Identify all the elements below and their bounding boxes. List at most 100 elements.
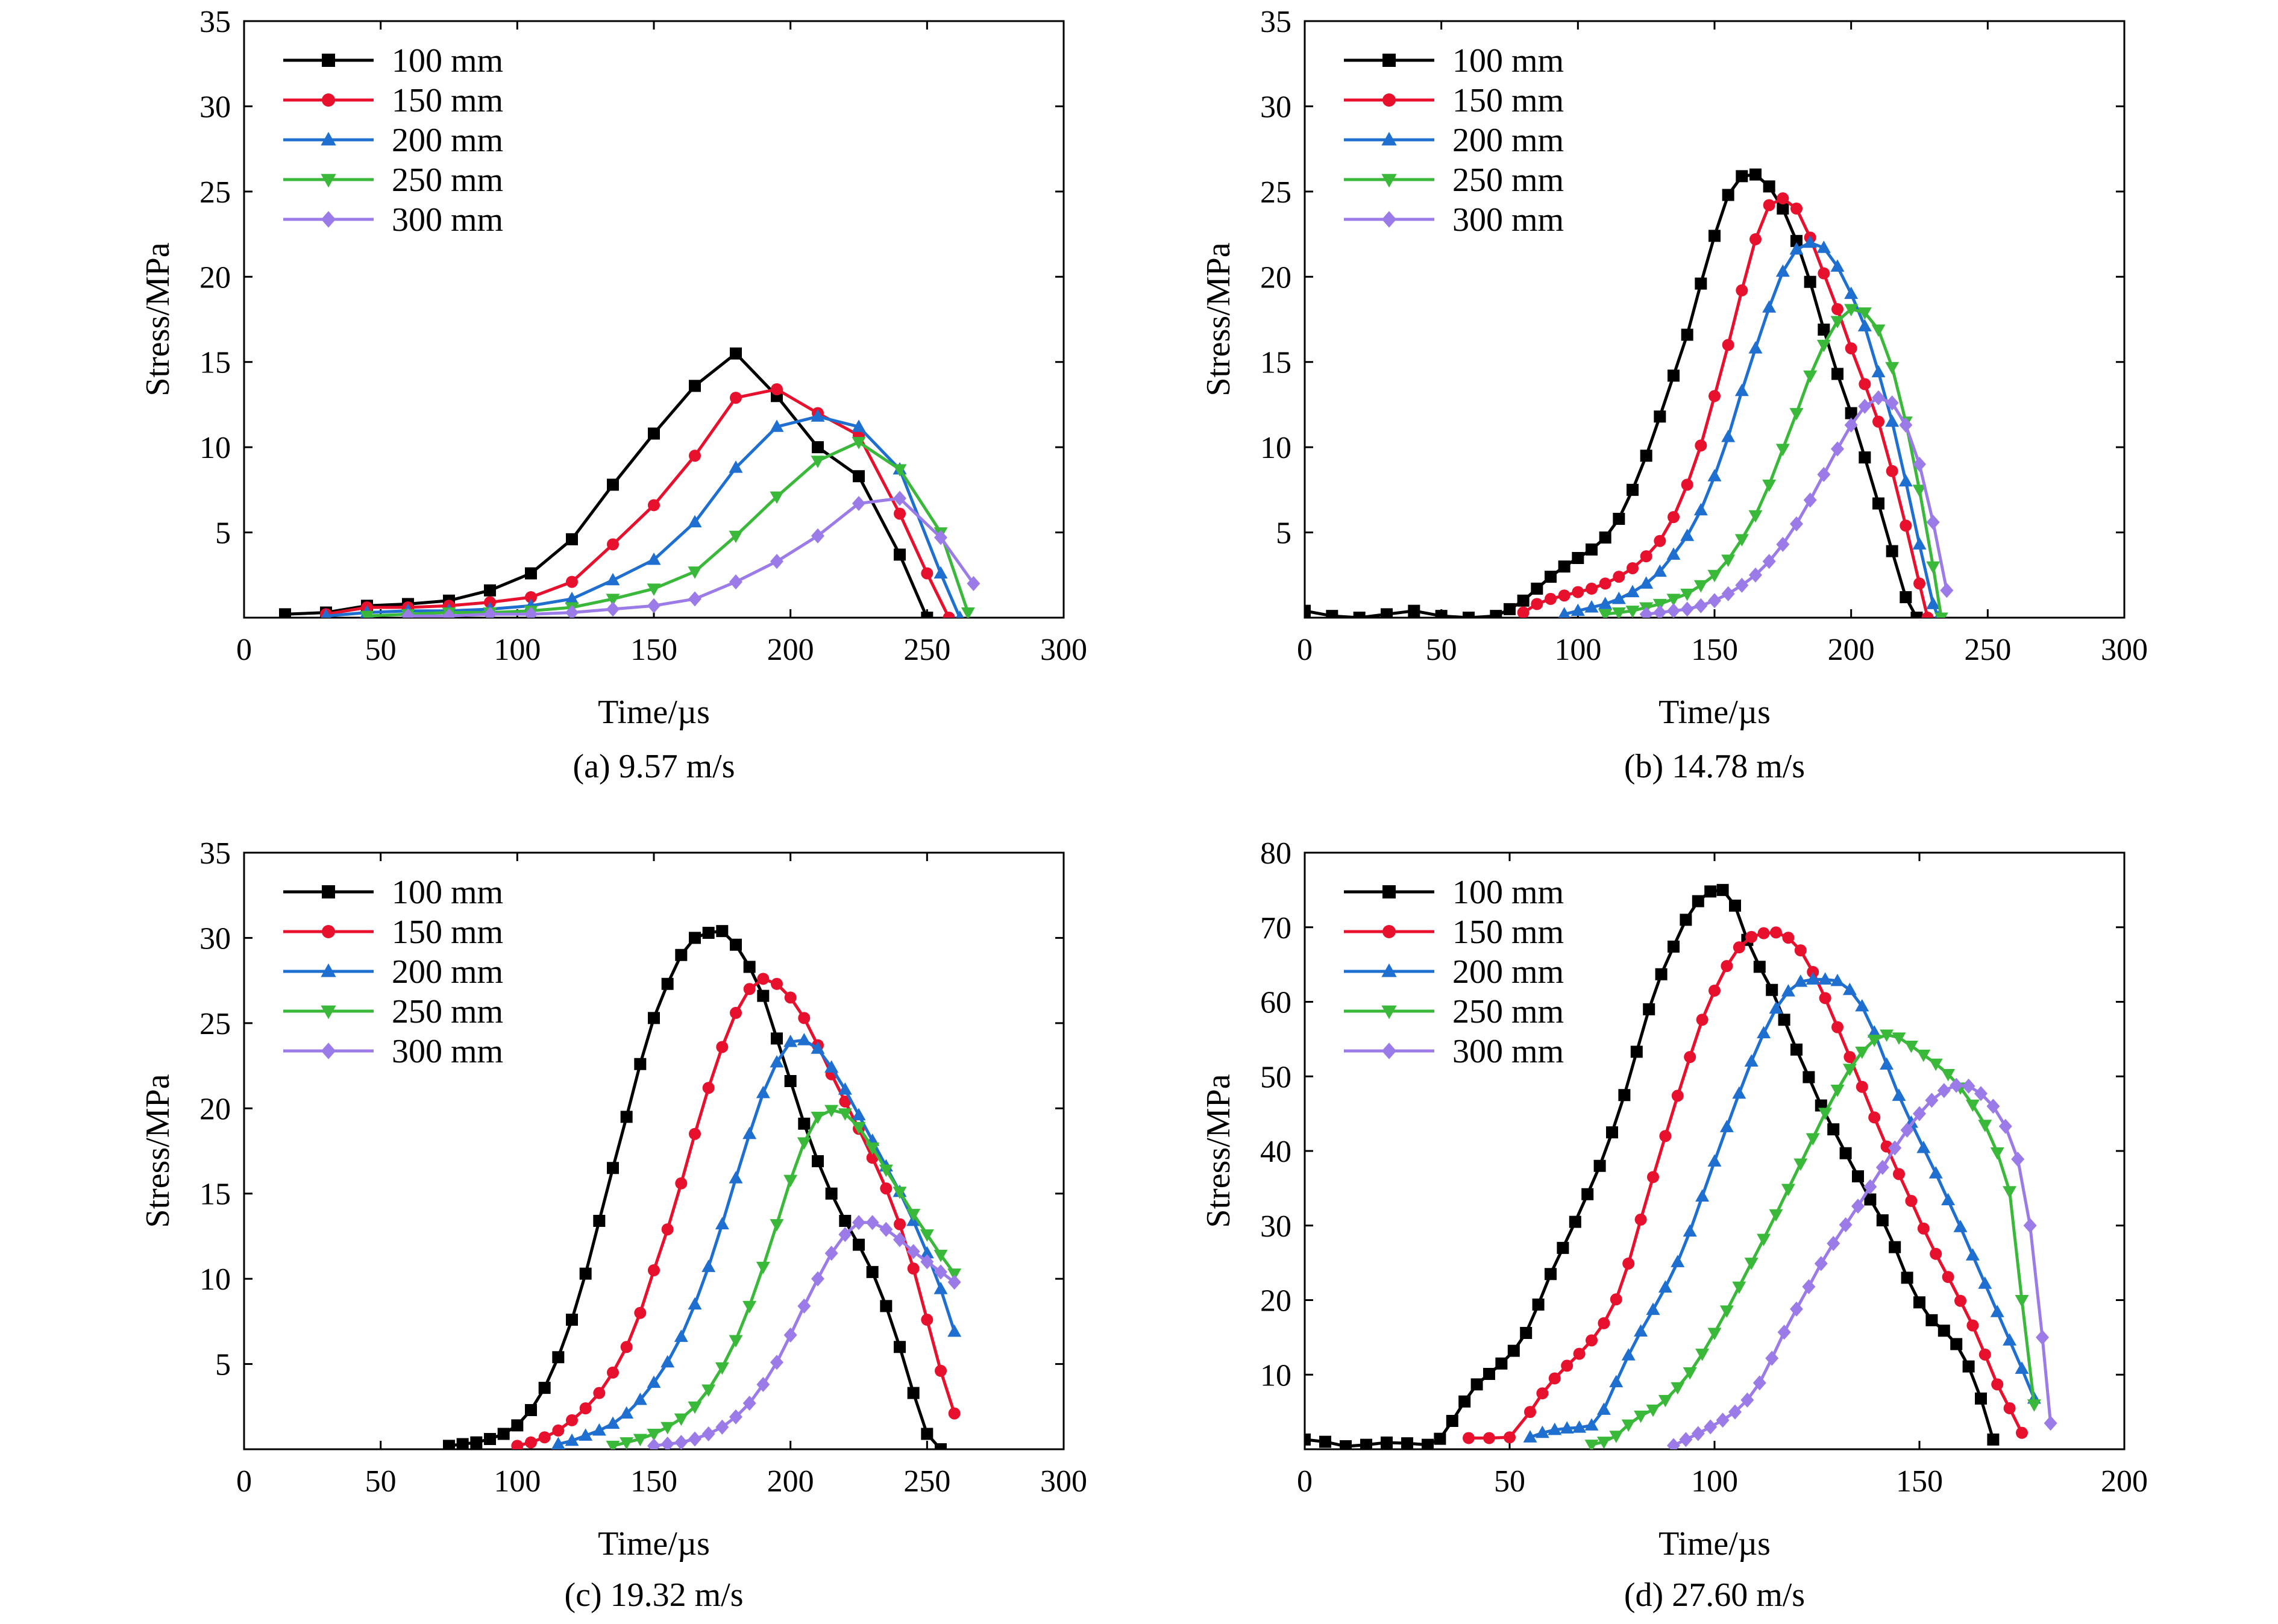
data-point-150mm [1930, 1247, 1942, 1260]
series-line-250mm [612, 1108, 956, 1447]
data-point-150mm [798, 1012, 811, 1024]
data-point-100mm [579, 1267, 592, 1280]
data-point-250mm [1885, 362, 1900, 375]
data-point-100mm [743, 961, 756, 973]
legend-entry-200mm: 200 mm [1344, 953, 1564, 991]
y-tick-label: 35 [199, 5, 231, 39]
legend-marker [1381, 1005, 1397, 1020]
data-point-100mm [894, 548, 906, 561]
data-point-100mm [1483, 1368, 1495, 1381]
data-point-200mm [1658, 1280, 1672, 1293]
data-point-300mm [688, 1431, 701, 1447]
data-point-100mm [1695, 277, 1707, 290]
data-point-200mm [1683, 1224, 1697, 1237]
data-point-200mm [1584, 600, 1599, 613]
data-point-150mm [1790, 202, 1803, 215]
data-point-150mm [771, 383, 783, 395]
data-point-100mm [538, 1382, 551, 1394]
y-tick-label: 40 [1260, 1135, 1291, 1169]
data-point-250mm [1666, 594, 1681, 606]
series-100mm [1305, 883, 2000, 1449]
series-300mm [647, 1215, 961, 1449]
legend-entry-100mm: 100 mm [283, 874, 503, 911]
data-point-150mm [784, 991, 797, 1004]
data-point-100mm [1470, 1378, 1483, 1391]
series-250mm [1584, 1029, 2041, 1449]
data-point-150mm [566, 575, 578, 588]
chart-panel-c: 0 50 100 150 200 250 300 5 10 15 20 25 30 35 Time/µs St… [139, 836, 1087, 1614]
data-point-150mm [1634, 1213, 1647, 1226]
data-point-200mm [1693, 503, 1708, 516]
x-tick-label: 100 [494, 1464, 541, 1499]
data-point-150mm [1558, 589, 1570, 602]
data-point-200mm [1732, 1086, 1746, 1099]
data-point-100mm [1305, 604, 1311, 617]
series-line-100mm [284, 352, 929, 618]
data-point-100mm [894, 1341, 906, 1353]
data-point-100mm [525, 567, 537, 580]
data-point-300mm [1900, 1122, 1914, 1138]
data-point-150mm [1733, 941, 1745, 954]
data-point-300mm [2036, 1329, 2049, 1345]
data-point-200mm [1978, 1276, 1992, 1289]
plot-area [443, 925, 962, 1449]
series-line-100mm [1305, 173, 1918, 618]
x-tick-label: 250 [1964, 633, 2011, 667]
data-point-150mm [1819, 992, 1831, 1005]
data-point-100mm [1586, 543, 1598, 556]
data-point-100mm [1950, 1338, 1963, 1350]
data-point-200mm [1880, 1057, 1894, 1070]
data-point-250mm [1609, 1431, 1624, 1443]
series-200mm [1523, 972, 2041, 1443]
data-point-300mm [1691, 1426, 1705, 1441]
series-line-100mm [1305, 888, 1995, 1448]
data-point-200mm [1680, 528, 1695, 541]
data-point-300mm [1872, 390, 1885, 406]
data-point-300mm [1962, 1078, 1975, 1094]
data-point-300mm [893, 491, 906, 506]
data-point-300mm [1708, 593, 1721, 609]
y-tick-label: 30 [199, 90, 231, 124]
data-point-200mm [565, 1433, 579, 1446]
data-point-100mm [1558, 560, 1570, 573]
data-point-200mm [756, 1085, 770, 1099]
x-tick-label: 100 [1691, 1464, 1738, 1499]
data-point-200mm [1572, 1420, 1587, 1433]
data-point-300mm [742, 1396, 756, 1411]
y-tick-label: 35 [199, 836, 231, 871]
data-point-250mm [1744, 1258, 1759, 1270]
data-point-100mm [620, 1111, 633, 1123]
data-point-200mm [920, 1246, 934, 1259]
data-point-300mm [701, 1426, 715, 1442]
data-point-200mm [1871, 365, 1886, 378]
data-point-250mm [1934, 612, 1948, 618]
legend-label: 250 mm [1452, 993, 1564, 1030]
data-point-200mm [1941, 1193, 1956, 1206]
y-tick-label: 60 [1260, 986, 1291, 1020]
data-point-150mm [511, 1440, 524, 1449]
data-point-200mm [770, 419, 784, 432]
data-point-100mm [1778, 1014, 1790, 1026]
data-point-100mm [1692, 895, 1704, 908]
data-point-300mm [688, 591, 701, 607]
legend-label: 200 mm [392, 953, 503, 991]
data-point-300mm [1925, 1093, 1939, 1108]
data-point-300mm [920, 1254, 934, 1270]
data-point-250mm [1775, 444, 1790, 456]
data-point-300mm [565, 605, 579, 618]
data-point-300mm [524, 606, 538, 618]
panel-caption: (d) 27.60 m/s [1624, 1576, 1805, 1614]
data-point-150mm [1749, 233, 1762, 246]
data-point-150mm [1647, 1171, 1659, 1184]
data-point-150mm [525, 591, 537, 604]
data-point-200mm [1953, 1220, 1968, 1232]
data-point-150mm [894, 507, 906, 520]
series-line-200mm [1530, 977, 2036, 1439]
data-point-200mm [2003, 1333, 2017, 1346]
data-point-250mm [360, 610, 374, 618]
data-point-200mm [1867, 1025, 1881, 1038]
data-point-200mm [1769, 1001, 1783, 1014]
data-point-200mm [1671, 1255, 1685, 1267]
data-point-250mm [1867, 1035, 1881, 1047]
data-point-250mm [1757, 1234, 1771, 1247]
